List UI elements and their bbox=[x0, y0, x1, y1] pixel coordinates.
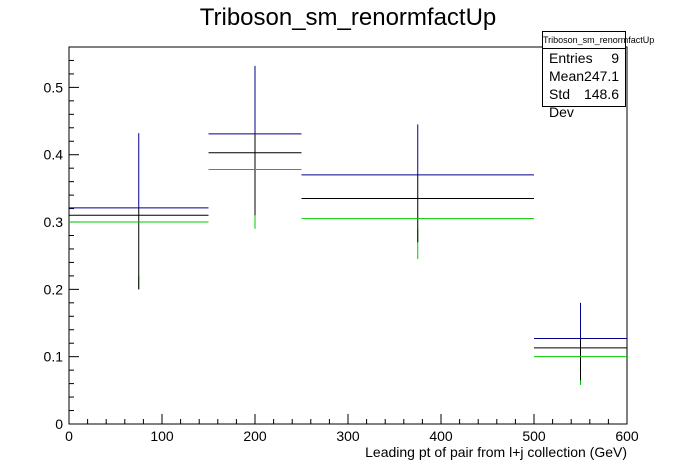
y-tick-label: 0.5 bbox=[44, 79, 64, 95]
y-tick-label: 0.2 bbox=[44, 281, 64, 297]
stats-std-label: Std Dev bbox=[549, 86, 574, 120]
stats-box: Triboson_sm_renormfactUp Entries 9 Mean … bbox=[542, 31, 654, 120]
stats-mean-value: 247.1 bbox=[584, 68, 620, 84]
x-tick-label: 500 bbox=[522, 428, 546, 444]
stats-entries-label: Entries bbox=[549, 50, 593, 66]
x-tick-label: 600 bbox=[615, 428, 639, 444]
stats-mean-row: Mean 247.1 bbox=[543, 67, 625, 85]
y-tick-label: 0.1 bbox=[44, 349, 64, 365]
stats-name: Triboson_sm_renormfactUp bbox=[543, 32, 654, 49]
x-tick-label: 400 bbox=[429, 428, 453, 444]
stats-std-row: Std Dev 148.6 bbox=[543, 85, 625, 120]
stats-entries-value: 9 bbox=[611, 50, 619, 66]
stats-std-value: 148.6 bbox=[583, 86, 619, 102]
x-tick-label: 100 bbox=[150, 428, 174, 444]
chart-title: Triboson_sm_renormfactUp bbox=[199, 4, 497, 31]
x-tick-label: 200 bbox=[243, 428, 267, 444]
x-axis-label: Leading pt of pair from l+j collection (… bbox=[365, 444, 627, 460]
x-tick-label: 300 bbox=[336, 428, 360, 444]
y-tick-label: 0.3 bbox=[44, 214, 64, 230]
y-tick-label: 0.4 bbox=[44, 147, 64, 163]
stats-mean-label: Mean bbox=[549, 68, 585, 84]
stats-entries-row: Entries 9 bbox=[543, 49, 625, 67]
x-tick-label: 0 bbox=[65, 428, 73, 444]
y-tick-label: 0 bbox=[55, 416, 63, 432]
